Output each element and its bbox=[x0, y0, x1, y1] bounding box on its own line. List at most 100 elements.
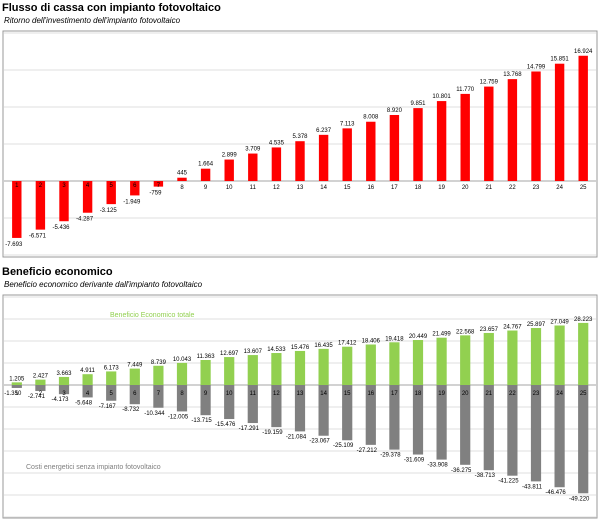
cash-flow-value-label: 15.851 bbox=[550, 57, 569, 63]
cash-flow-value-label: 7.113 bbox=[340, 121, 355, 127]
year-tick-label: 20 bbox=[462, 185, 469, 191]
benefit-total-value-label: 25.897 bbox=[527, 322, 546, 328]
benefit-total-value-label: 7.449 bbox=[127, 363, 143, 369]
energy-cost-value-label: -43.811 bbox=[522, 484, 543, 490]
energy-cost-value-label: -21.084 bbox=[286, 434, 307, 440]
year-tick-label: 23 bbox=[533, 185, 540, 191]
cash-flow-value-label: 16.924 bbox=[574, 49, 593, 55]
benefit-total-value-label: 2.427 bbox=[33, 374, 49, 380]
year-tick-label: 19 bbox=[438, 185, 445, 191]
energy-cost-value-label: -19.159 bbox=[262, 430, 283, 436]
energy-cost-bar bbox=[460, 385, 471, 465]
cash-flow-bar bbox=[82, 181, 93, 213]
energy-cost-bar bbox=[389, 385, 400, 450]
cash-flow-bar bbox=[413, 108, 423, 181]
benefit-total-bar bbox=[483, 332, 494, 385]
cash-flow-value-label: 5.378 bbox=[292, 134, 308, 140]
energy-cost-bar bbox=[554, 385, 565, 488]
cash-flow-value-label: 9.851 bbox=[410, 101, 426, 107]
year-tick-label: 15 bbox=[344, 391, 351, 397]
year-tick-label: 14 bbox=[320, 391, 327, 397]
cash-flow-bar bbox=[436, 101, 447, 181]
benefit-total-value-label: 24.767 bbox=[503, 325, 522, 331]
benefit-total-value-label: 15.476 bbox=[291, 345, 310, 351]
cash-flow-value-label: 8.920 bbox=[387, 108, 403, 114]
year-tick-label: 20 bbox=[462, 391, 469, 397]
benefit-total-bar bbox=[436, 337, 447, 385]
cash-flow-value-label: 14.799 bbox=[527, 64, 546, 70]
benefit-total-value-label: 22.568 bbox=[456, 329, 475, 335]
benefit-total-bar bbox=[58, 376, 70, 385]
benefit-total-value-label: 18.406 bbox=[362, 339, 381, 345]
energy-cost-bar bbox=[294, 385, 306, 432]
benefit-total-bar bbox=[530, 328, 542, 385]
year-tick-label: 11 bbox=[250, 391, 257, 397]
benefit-total-bar bbox=[106, 371, 117, 385]
benefit-total-bar bbox=[129, 368, 140, 385]
year-tick-label: 9 bbox=[204, 185, 208, 191]
year-tick-label: 13 bbox=[297, 185, 304, 191]
benefit-total-value-label: 28.223 bbox=[574, 317, 593, 323]
energy-cost-bar bbox=[318, 385, 329, 436]
cash-flow-bar bbox=[153, 181, 164, 187]
benefit-total-bar bbox=[176, 362, 188, 385]
cash-flow-value-label: -6.571 bbox=[29, 234, 47, 240]
benefit-total-value-label: 11.363 bbox=[197, 354, 216, 360]
chart1-subtitle: Ritorno dell'investimento dell'impianto … bbox=[4, 16, 181, 25]
energy-cost-bar bbox=[578, 385, 589, 494]
benefit-total-bar bbox=[200, 360, 211, 385]
cash-flow-bar bbox=[531, 71, 541, 181]
cash-flow-bar bbox=[35, 181, 46, 230]
energy-cost-value-label: -4.173 bbox=[51, 397, 69, 403]
cash-flow-bar bbox=[224, 159, 234, 181]
energy-cost-value-label: -38.713 bbox=[475, 473, 496, 479]
benefit-total-bar bbox=[247, 355, 258, 385]
economic-benefit-chart: 1 2 3 4 5 6 7 8 9 10 11 12 13 14 15 16 17 18 19 20 21 22 23 24 2… bbox=[2, 294, 598, 519]
cash-flow-value-label: 8.008 bbox=[363, 115, 379, 121]
benefit-total-value-label: 19.418 bbox=[385, 336, 404, 342]
year-tick-label: 6 bbox=[133, 183, 137, 189]
year-tick-label: 6 bbox=[133, 391, 137, 397]
energy-cost-value-label: -15.476 bbox=[215, 422, 236, 428]
year-tick-label: 7 bbox=[157, 391, 161, 397]
benefit-total-bar bbox=[318, 348, 329, 385]
benefit-total-bar bbox=[342, 346, 353, 385]
energy-cost-value-label: -2.741 bbox=[28, 394, 46, 400]
energy-cost-value-label: -27.212 bbox=[357, 448, 378, 454]
year-tick-label: 1 bbox=[15, 391, 19, 397]
cash-flow-value-label: 12.759 bbox=[480, 80, 499, 86]
cash-flow-chart: 1 2 3 4 5 6 7 8 9 10 11 12 13 14 15 16 17 18 19 20 21 22 23 24 2… bbox=[2, 30, 598, 258]
energy-cost-value-label: -49.220 bbox=[569, 496, 590, 502]
energy-cost-value-label: -36.275 bbox=[451, 468, 472, 474]
cash-flow-value-label: 1.664 bbox=[198, 162, 214, 168]
cash-flow-value-label: -3.125 bbox=[100, 208, 118, 214]
year-tick-label: 18 bbox=[415, 391, 422, 397]
cash-flow-value-label: 4.535 bbox=[269, 140, 285, 146]
benefit-total-value-label: 16.435 bbox=[314, 343, 333, 349]
energy-cost-bar bbox=[106, 385, 117, 401]
benefit-total-value-label: 3.663 bbox=[56, 371, 72, 377]
year-tick-label: 5 bbox=[110, 183, 114, 189]
energy-cost-value-label: -1.350 bbox=[4, 391, 22, 397]
cash-flow-bar bbox=[12, 181, 22, 238]
energy-cost-bar bbox=[436, 385, 447, 460]
energy-cost-bar bbox=[11, 385, 22, 388]
year-tick-label: 24 bbox=[556, 185, 563, 191]
energy-cost-bar bbox=[129, 385, 140, 405]
year-tick-label: 19 bbox=[438, 391, 445, 397]
energy-cost-value-label: -33.908 bbox=[427, 463, 448, 469]
benefit-total-value-label: 27.049 bbox=[550, 319, 569, 325]
benefit-total-bar bbox=[507, 330, 518, 385]
benefit-total-value-label: 14.533 bbox=[267, 347, 286, 353]
benefit-total-bar bbox=[578, 322, 589, 385]
energy-cost-bar bbox=[176, 385, 188, 412]
benefit-total-value-label: 12.697 bbox=[220, 351, 239, 357]
cash-flow-value-label: -4.287 bbox=[76, 217, 94, 223]
cash-flow-bar bbox=[578, 55, 588, 181]
energy-cost-value-label: -17.291 bbox=[239, 426, 260, 432]
benefit-total-bar bbox=[35, 379, 46, 385]
cash-flow-bar bbox=[460, 93, 470, 181]
year-tick-label: 25 bbox=[580, 391, 587, 397]
year-tick-label: 8 bbox=[180, 391, 184, 397]
cash-flow-bar bbox=[389, 114, 400, 181]
